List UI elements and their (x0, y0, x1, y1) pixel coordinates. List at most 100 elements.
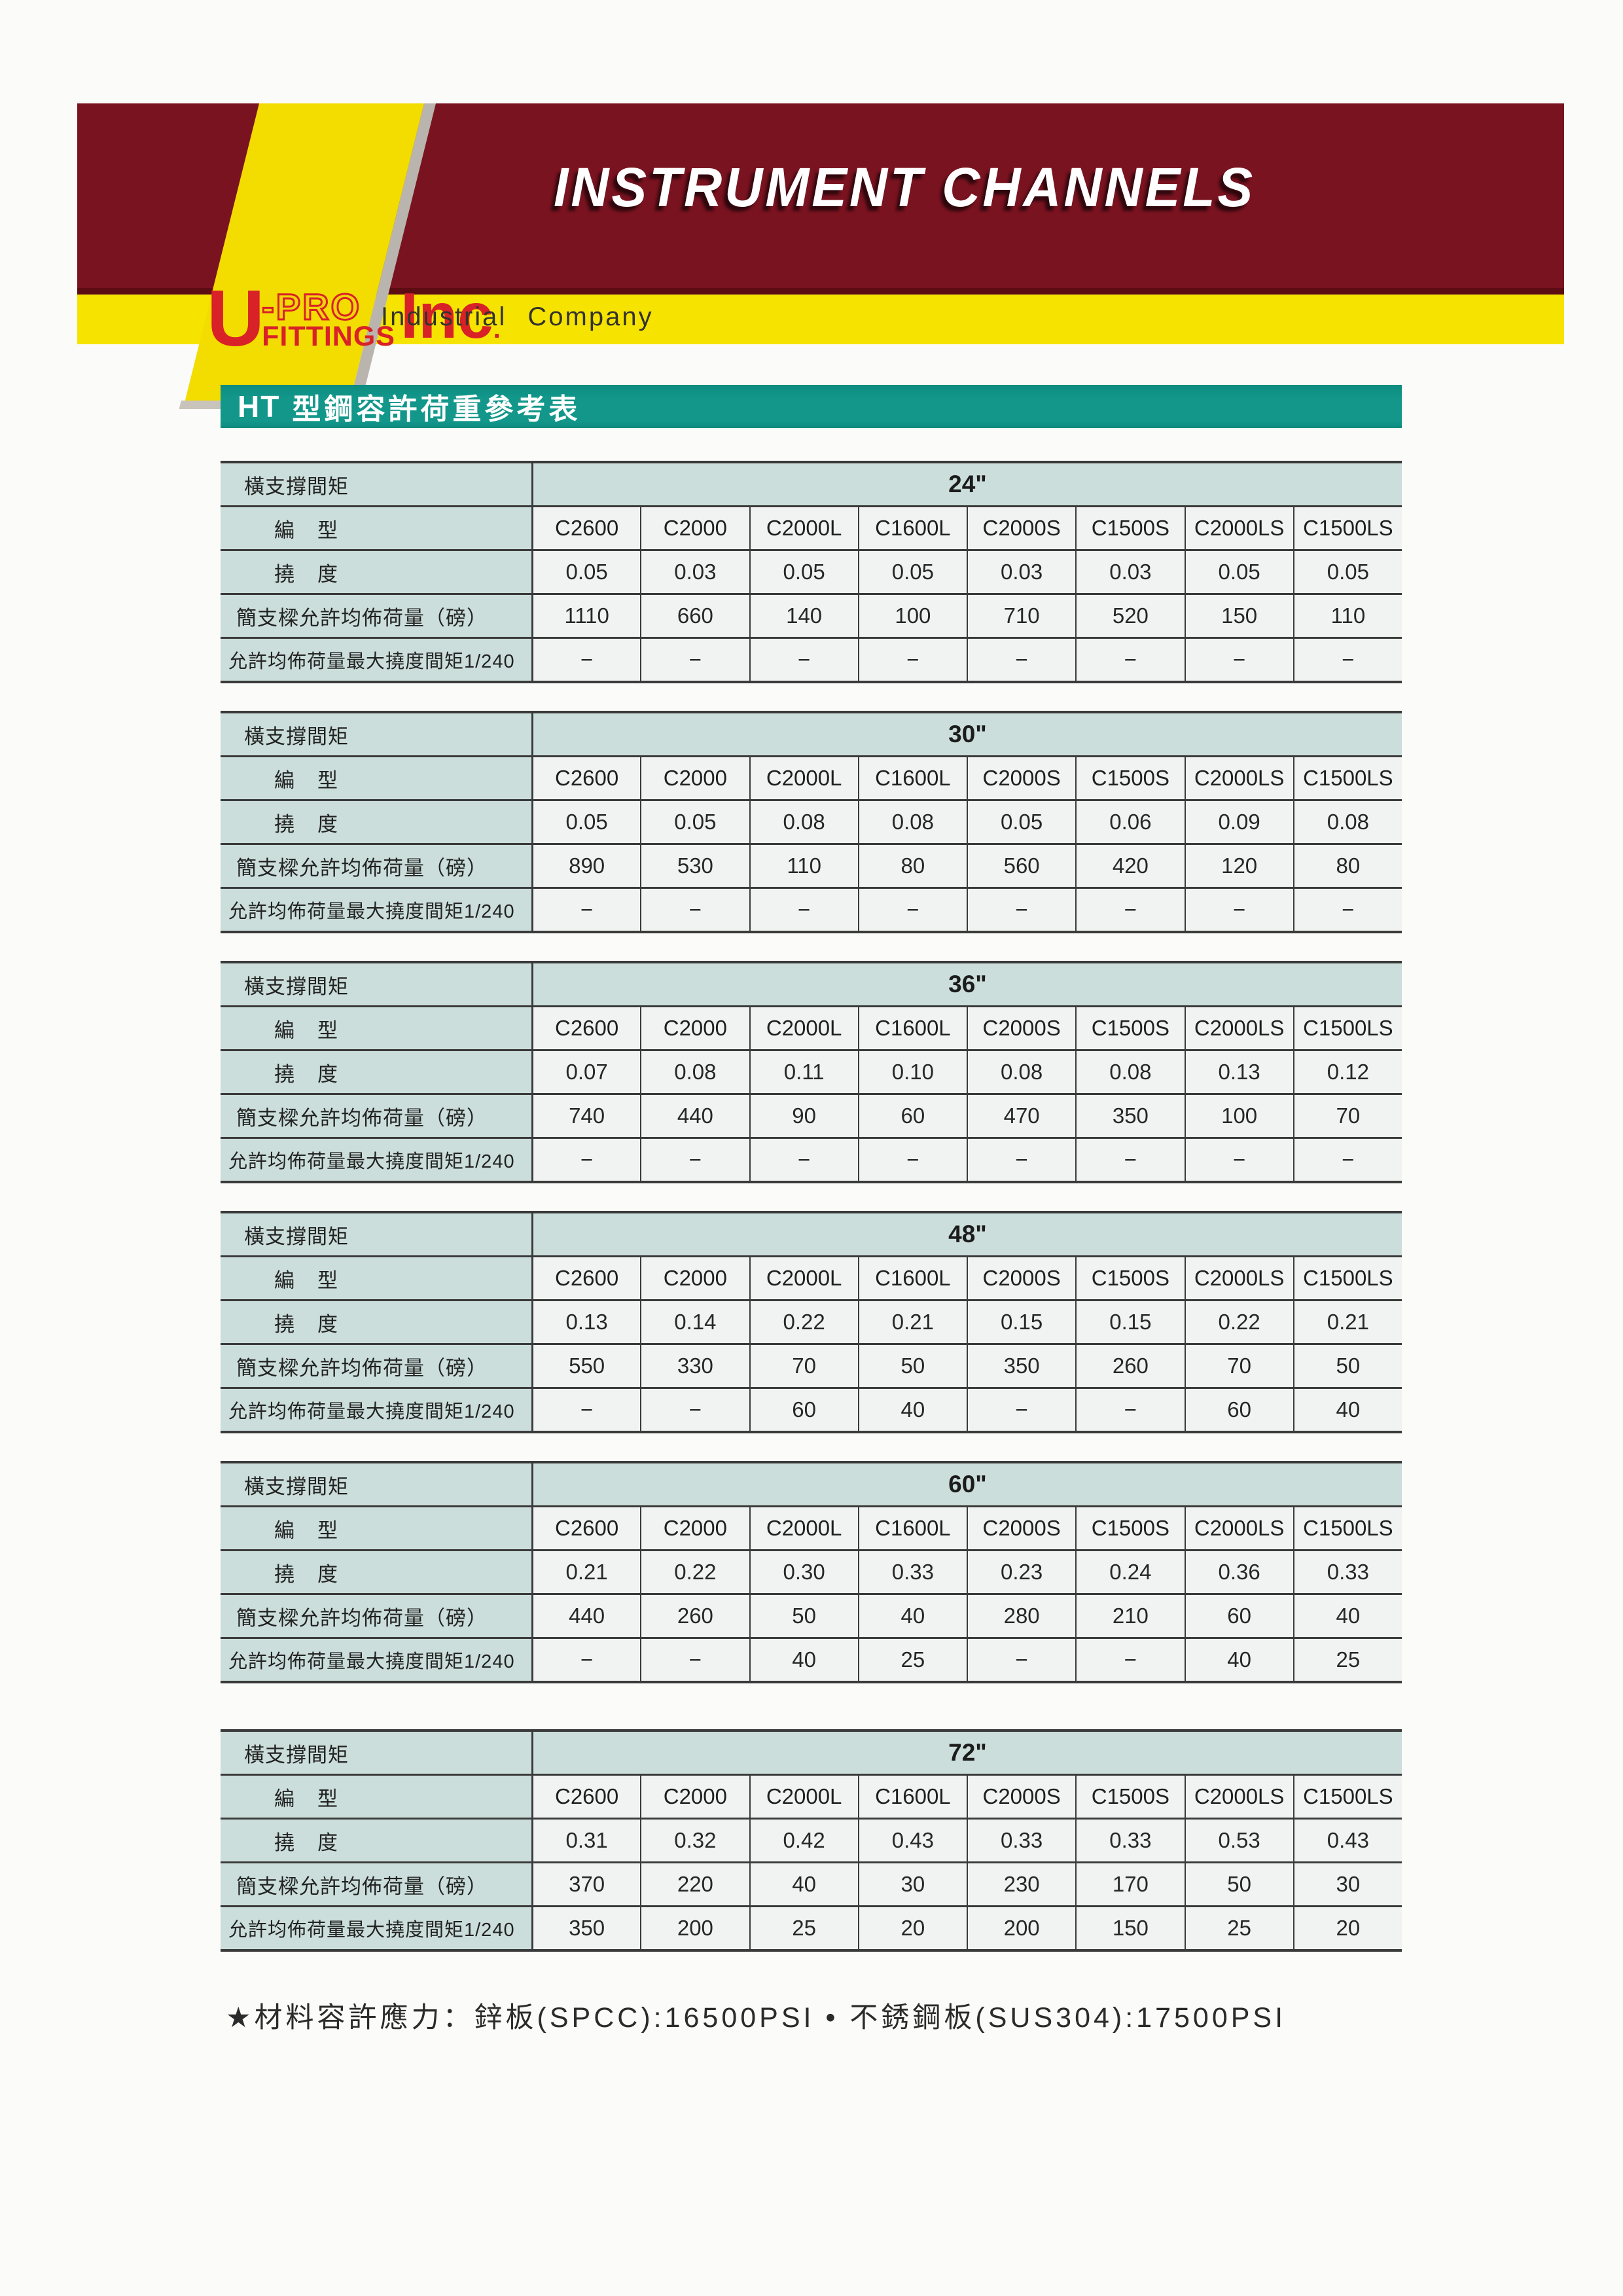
load-row: 簡支樑允許均佈荷量（磅） 890 530 110 80 560 420 120 80 (221, 843, 1402, 887)
model-cell: C2000S (967, 1776, 1076, 1818)
model-cell: C1500LS (1293, 1507, 1402, 1549)
max-deflection-cell: 200 (967, 1907, 1076, 1949)
load-cell: 230 (967, 1863, 1076, 1905)
model-cell: C1500S (1075, 1776, 1185, 1818)
max-deflection-cell: 200 (640, 1907, 749, 1949)
deflection-cell: 0.22 (749, 1301, 858, 1343)
logo-inc-dot: . (493, 315, 501, 344)
load-cell: 110 (1293, 595, 1402, 637)
deflection-cell: 0.03 (640, 551, 749, 593)
model-cell: C2000 (640, 507, 749, 549)
load-table-30in: 橫支撐間矩 30" 編 型 C2600 C2000 C2000L C1600L C2000S C… (221, 711, 1402, 933)
max-deflection-cell: − (1075, 1389, 1185, 1431)
deflection-cell: 0.05 (1184, 551, 1293, 593)
deflection-cell: 0.32 (640, 1820, 749, 1861)
span-value: 72" (531, 1732, 1402, 1774)
model-cell: C2000LS (1184, 1007, 1293, 1049)
model-cell: C2000 (640, 757, 749, 799)
load-cell: 100 (1184, 1095, 1293, 1137)
max-deflection-cell: − (531, 889, 641, 931)
max-deflection-cell: − (531, 1139, 641, 1181)
section-title-bar: HT 型鋼容許荷重參考表 (221, 385, 1402, 428)
row-label-deflection: 撓 度 (221, 1551, 531, 1593)
span-row: 橫支撐間矩 60" (221, 1463, 1402, 1505)
deflection-cell: 0.13 (531, 1301, 641, 1343)
max-deflection-row: 允許均佈荷量最大撓度間矩1/240− −40 25− −40 25 (221, 1637, 1402, 1681)
model-cell: C1500S (1075, 1257, 1185, 1299)
max-deflection-cell: − (967, 1389, 1076, 1431)
deflection-cell: 0.08 (1293, 801, 1402, 843)
model-row: 編 型 C2600 C2000 C2000L C1600L C2000S C1500S C20… (221, 1005, 1402, 1049)
max-deflection-cell: − (531, 1639, 641, 1681)
deflection-cell: 0.22 (1184, 1301, 1293, 1343)
model-cell: C2000S (967, 507, 1076, 549)
model-cell: C2000LS (1184, 1257, 1293, 1299)
max-deflection-cell: 25 (1293, 1639, 1402, 1681)
span-value: 30" (531, 713, 1402, 755)
deflection-cell: 0.33 (1293, 1551, 1402, 1593)
max-deflection-cell: − (749, 889, 858, 931)
model-cell: C1500S (1075, 1007, 1185, 1049)
deflection-cell: 0.33 (857, 1551, 967, 1593)
span-value: 60" (531, 1463, 1402, 1505)
load-row: 簡支樑允許均佈荷量（磅） 1110 660 140 100 710 520 150 110 (221, 593, 1402, 637)
model-cell: C1600L (857, 1507, 967, 1549)
deflection-cell: 0.33 (967, 1820, 1076, 1861)
model-cell: C2000 (640, 1776, 749, 1818)
deflection-row: 撓 度 0.13 0.14 0.22 0.21 0.15 0.15 0.22 0.21 (221, 1299, 1402, 1343)
max-deflection-row: 允許均佈荷量最大撓度間矩1/240− − − − − − − − (221, 637, 1402, 681)
max-deflection-cell: − (1293, 639, 1402, 681)
max-deflection-cell: 60 (1184, 1389, 1293, 1431)
row-label-load: 簡支樑允許均佈荷量（磅） (221, 1863, 531, 1905)
model-cell: C2600 (531, 507, 641, 549)
load-cell: 260 (640, 1595, 749, 1637)
max-deflection-row: 允許均佈荷量最大撓度間矩1/240 350 200 25 20 200 150 25 20 (221, 1905, 1402, 1949)
deflection-cell: 0.05 (1293, 551, 1402, 593)
load-cell: 140 (749, 595, 858, 637)
model-cell: C2000S (967, 1257, 1076, 1299)
model-cell: C2000L (749, 757, 858, 799)
deflection-cell: 0.05 (857, 551, 967, 593)
row-label-load: 簡支樑允許均佈荷量（磅） (221, 1595, 531, 1637)
model-row: 編 型 C2600 C2000 C2000L C1600L C2000S C1500S C20… (221, 505, 1402, 549)
row-label-model: 編 型 (221, 757, 531, 799)
max-deflection-cell: − (857, 639, 967, 681)
load-cell: 50 (1293, 1345, 1402, 1387)
model-cell: C1500LS (1293, 757, 1402, 799)
max-deflection-cell: 40 (1293, 1389, 1402, 1431)
load-cell: 280 (967, 1595, 1076, 1637)
model-cell: C1500LS (1293, 1007, 1402, 1049)
deflection-cell: 0.30 (749, 1551, 858, 1593)
load-cell: 90 (749, 1095, 858, 1137)
logo-fittings-text: FITTINGS (262, 321, 395, 353)
load-cell: 440 (531, 1595, 641, 1637)
load-cell: 70 (1184, 1345, 1293, 1387)
model-cell: C2000S (967, 757, 1076, 799)
logo-middle-block: -PRO FITTINGS (261, 286, 395, 353)
row-label-deflection: 撓 度 (221, 1301, 531, 1343)
deflection-cell: 0.31 (531, 1820, 641, 1861)
model-cell: C2000L (749, 1007, 858, 1049)
max-deflection-cell: 150 (1075, 1907, 1185, 1949)
load-row: 簡支樑允許均佈荷量（磅） 550 330 70 50 350 260 70 50 (221, 1343, 1402, 1387)
deflection-cell: 0.21 (1293, 1301, 1402, 1343)
model-cell: C2000S (967, 1007, 1076, 1049)
logo-pro-text: -PRO (261, 286, 362, 327)
model-cell: C1500LS (1293, 1776, 1402, 1818)
model-cell: C2000LS (1184, 507, 1293, 549)
model-cell: C1500S (1075, 507, 1185, 549)
model-cell: C1500S (1075, 1507, 1185, 1549)
load-row: 簡支樑允許均佈荷量（磅） 440 260 50 40 280 210 60 40 (221, 1593, 1402, 1637)
deflection-cell: 0.08 (640, 1051, 749, 1093)
deflection-cell: 0.43 (1293, 1820, 1402, 1861)
deflection-cell: 0.11 (749, 1051, 858, 1093)
deflection-cell: 0.14 (640, 1301, 749, 1343)
model-cell: C2000L (749, 507, 858, 549)
max-deflection-cell: 25 (749, 1907, 858, 1949)
row-label-model: 編 型 (221, 1257, 531, 1299)
model-row: 編 型 C2600 C2000 C2000L C1600L C2000S C1500S C20… (221, 1255, 1402, 1299)
max-deflection-cell: − (1075, 1139, 1185, 1181)
row-label-model: 編 型 (221, 1776, 531, 1818)
load-cell: 80 (857, 845, 967, 887)
